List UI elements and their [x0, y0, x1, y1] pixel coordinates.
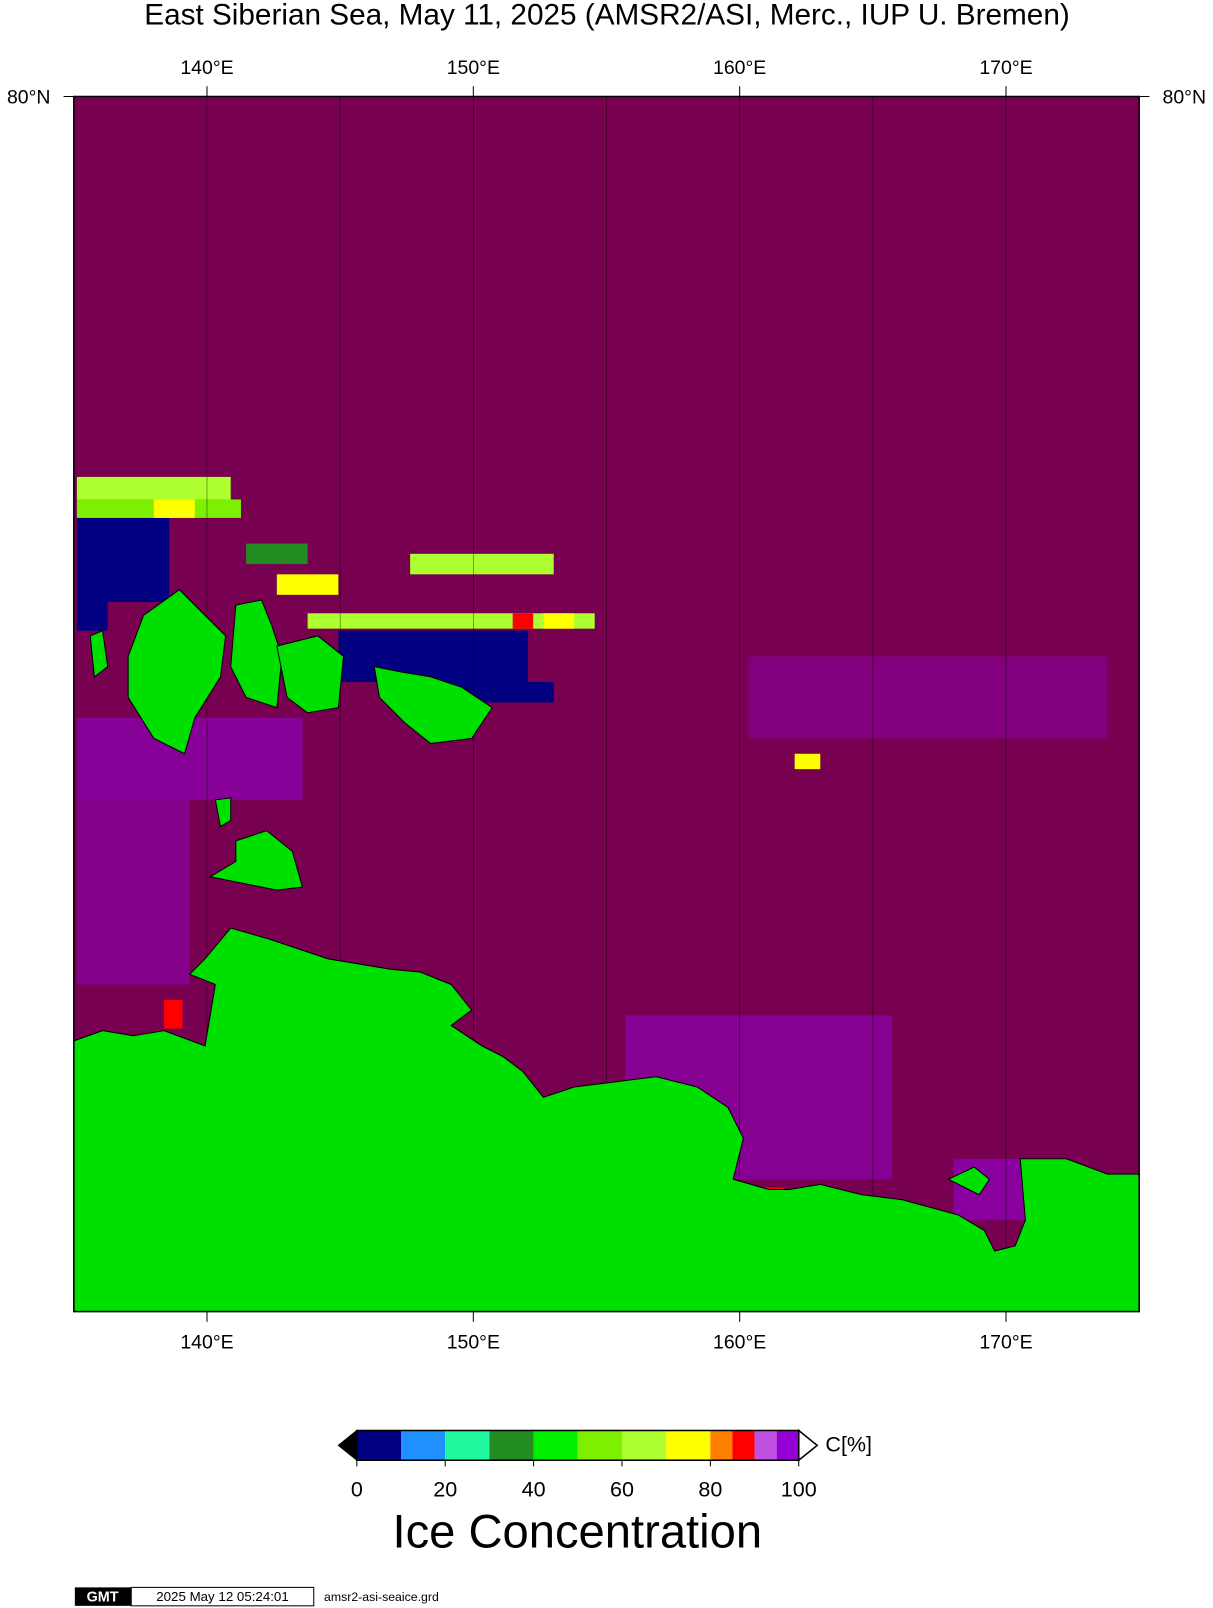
file-name: amsr2-asi-seaice.grd	[324, 1590, 439, 1604]
lat-label: 80°N	[1163, 87, 1207, 109]
lon-label: 170°E	[979, 1331, 1032, 1353]
lon-label: 160°E	[713, 57, 766, 79]
colorbar-bin	[754, 1430, 777, 1461]
lon-label: 140°E	[180, 1331, 233, 1353]
ice-cell	[76, 517, 170, 603]
ice-cell	[164, 999, 183, 1029]
lon-label: 140°E	[180, 57, 233, 79]
lon-label: 170°E	[979, 57, 1032, 79]
ice-cell	[76, 799, 190, 985]
over-triangle	[797, 1428, 819, 1462]
lyakhovsky-island	[208, 830, 304, 891]
colorbar-tick-label: 80	[698, 1478, 722, 1502]
gmt-logo	[74, 1587, 132, 1606]
colorbar-bin	[356, 1430, 402, 1461]
map-frame	[73, 95, 1140, 1313]
colorbar: 0 20 40 60 80 100	[337, 1428, 819, 1502]
gmt-logo-text: GMT	[87, 1589, 119, 1605]
colorbar-tick-label: 60	[610, 1478, 634, 1502]
islet	[947, 1166, 991, 1196]
land	[73, 589, 1140, 1313]
island	[373, 665, 493, 745]
kotelny-island	[127, 589, 227, 755]
colorbar-bin	[732, 1430, 755, 1461]
timestamp-box	[130, 1586, 315, 1607]
colorbar-title: Ice Concentration	[392, 1505, 762, 1558]
colorbar-bin	[533, 1430, 578, 1461]
under-triangle	[337, 1429, 358, 1462]
colorbar-bin	[621, 1430, 667, 1461]
ice-cell	[276, 574, 339, 595]
colorbar-tick-label: 0	[351, 1478, 363, 1502]
colorbar-bin	[445, 1430, 490, 1461]
colorbar-unit: C[%]	[825, 1433, 872, 1457]
colorbar-tick-label: 20	[433, 1478, 457, 1502]
ice-cell	[76, 476, 231, 500]
colorbar-bin	[666, 1430, 711, 1461]
ice-cell	[512, 613, 534, 629]
ice-cell	[246, 543, 308, 565]
lon-label: 160°E	[713, 1331, 766, 1353]
colorbar-bin	[401, 1430, 446, 1461]
islet	[214, 797, 232, 828]
lat-label: 80°N	[7, 87, 51, 109]
ice-cell	[794, 753, 821, 770]
title: East Siberian Sea, May 11, 2025 (AMSR2/A…	[144, 0, 1070, 31]
colorbar-bin	[710, 1430, 733, 1461]
ice-cell	[410, 553, 554, 575]
colorbar-bin	[577, 1430, 622, 1461]
timestamp: 2025 May 12 05:24:01	[156, 1589, 288, 1604]
ice-cell	[543, 613, 575, 629]
lon-label: 150°E	[447, 57, 500, 79]
lon-label: 150°E	[447, 1331, 500, 1353]
new-siberia-island	[276, 635, 345, 714]
colorbar-bin	[489, 1430, 534, 1461]
ice-cell	[76, 602, 108, 631]
faddeyevsky-island	[230, 599, 283, 709]
ice-cell	[153, 499, 195, 518]
colorbar-tick-label: 100	[781, 1478, 817, 1502]
colorbar-bin	[776, 1430, 799, 1461]
mainland	[73, 927, 1140, 1313]
colorbar-frame	[356, 1429, 800, 1461]
ice-cells	[76, 476, 1108, 1221]
colorbar-tick-label: 40	[522, 1478, 546, 1502]
ice-cell	[338, 630, 529, 682]
stolbovoy-island	[89, 629, 109, 678]
ice-cell	[748, 656, 1108, 739]
